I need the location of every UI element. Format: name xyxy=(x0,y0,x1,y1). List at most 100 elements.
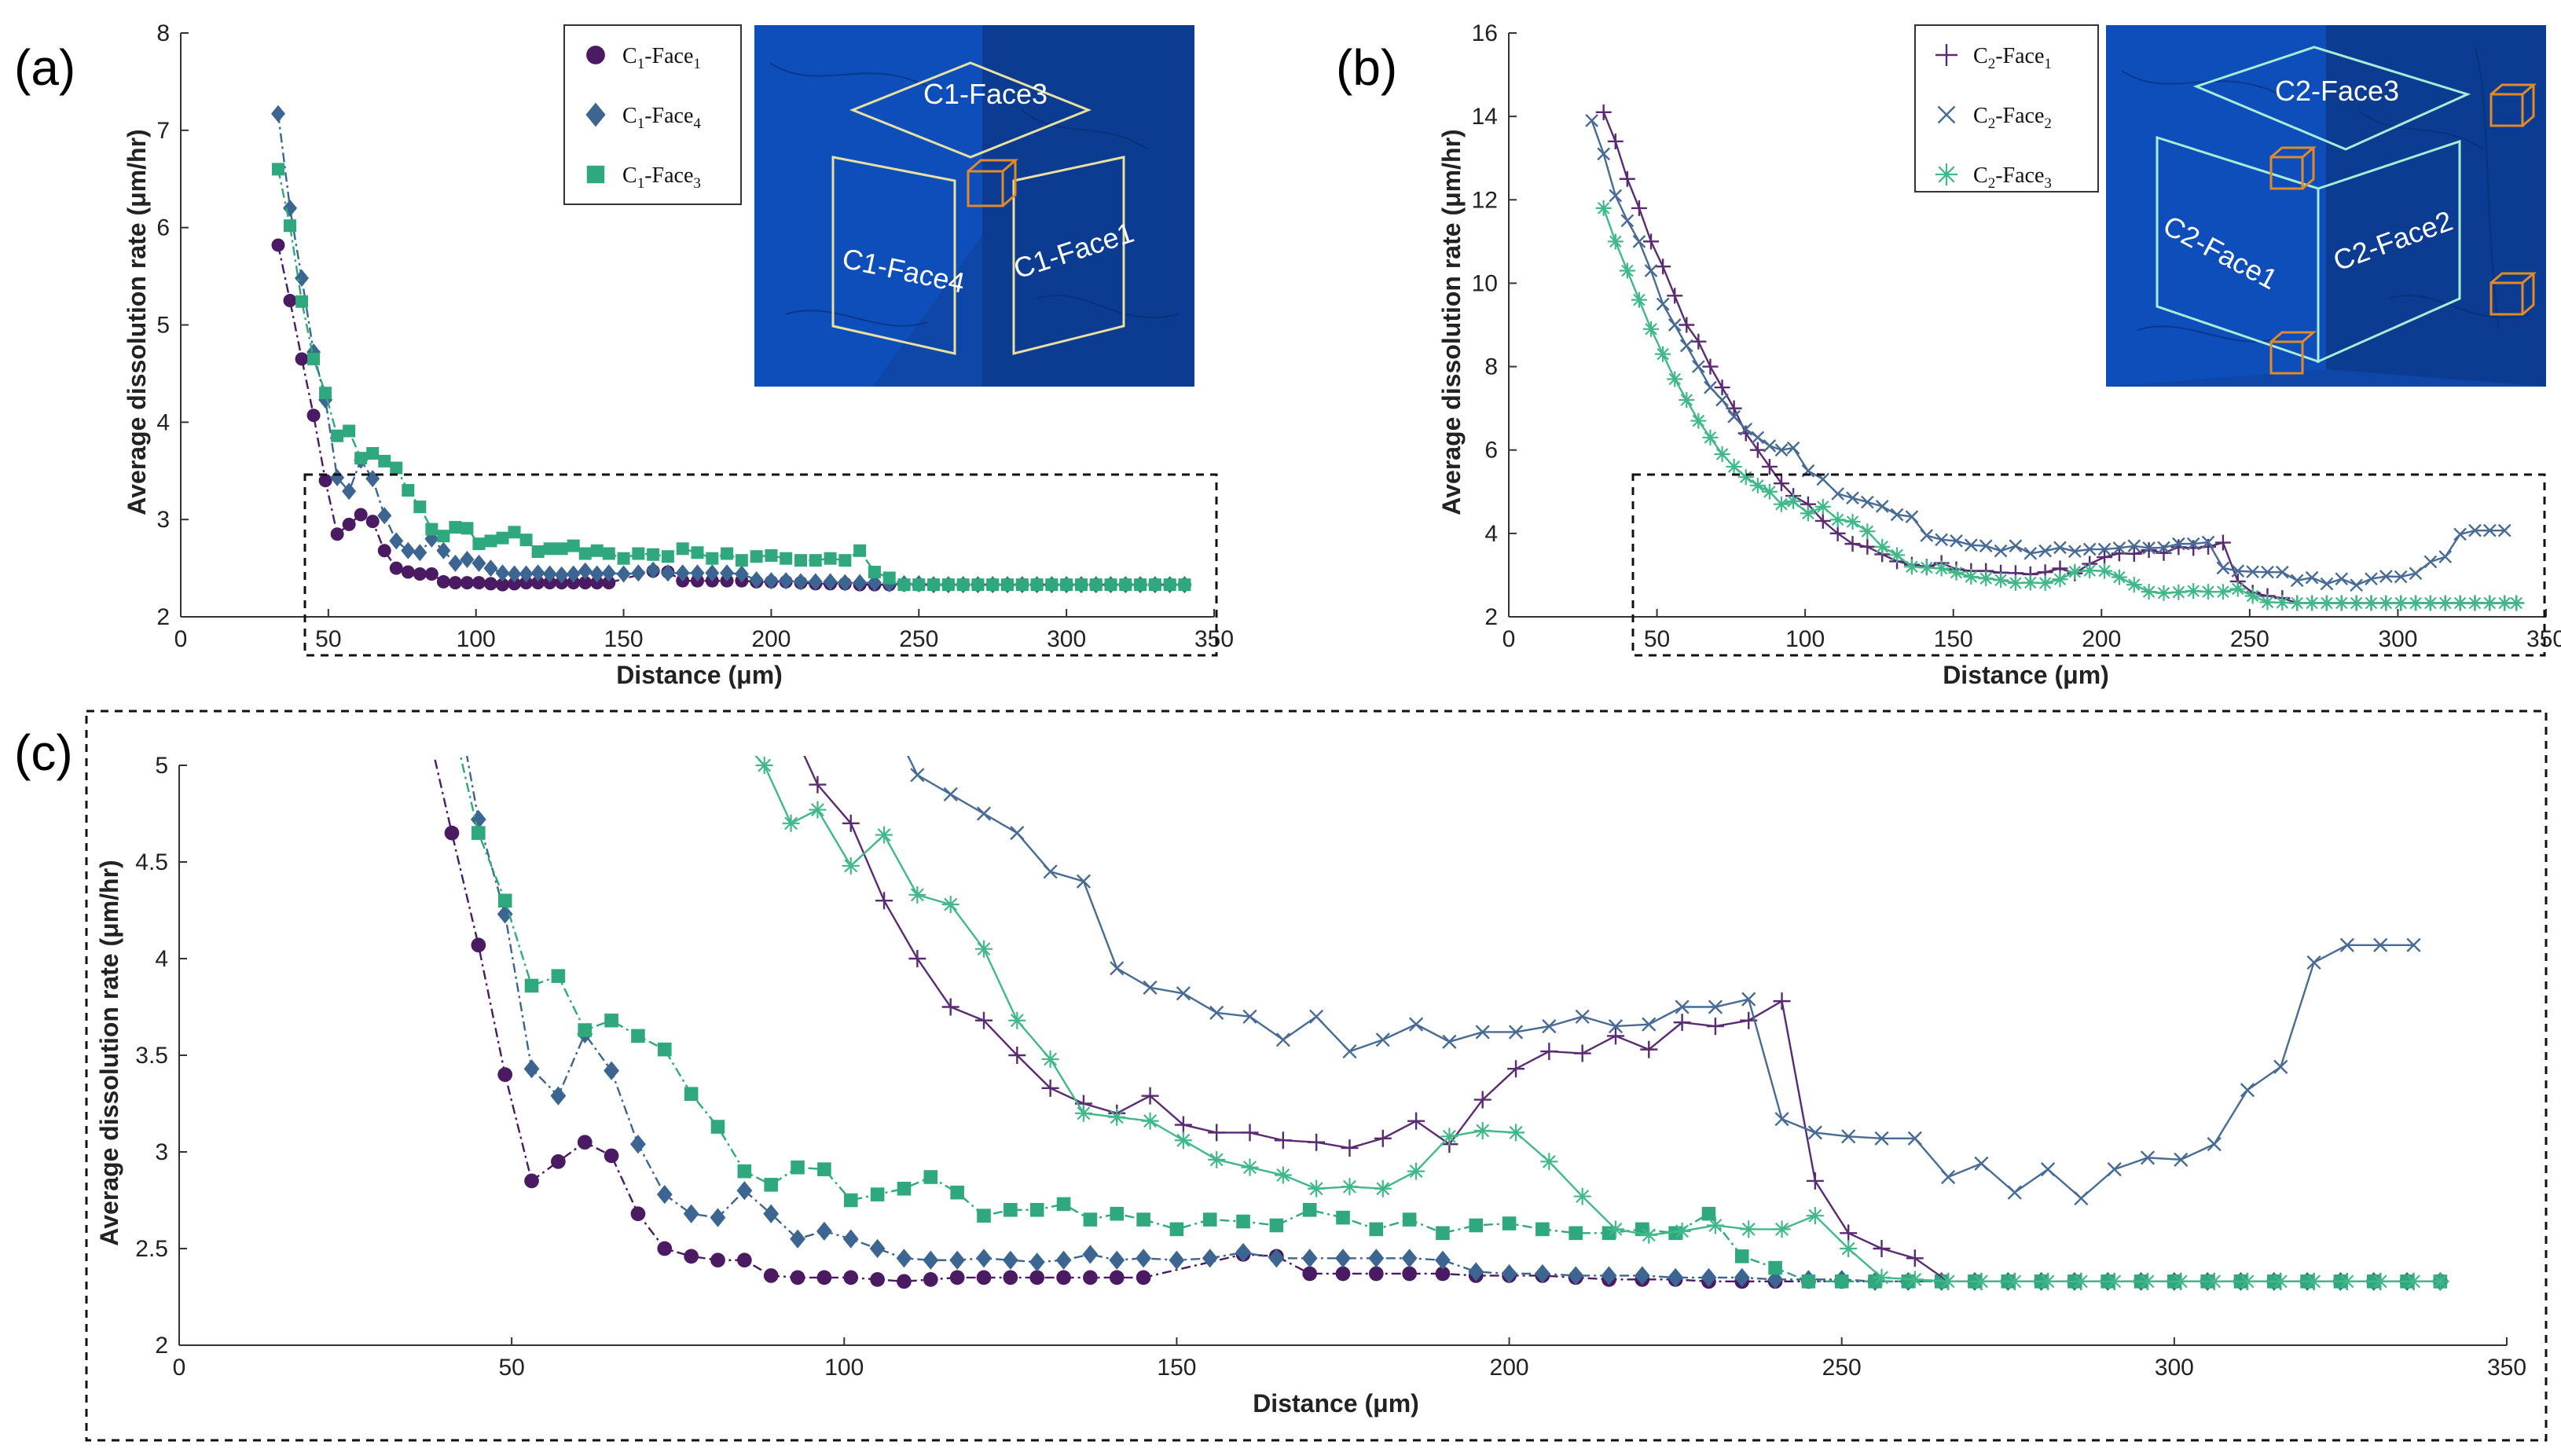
c-point-C1-Face3 xyxy=(1701,1206,1716,1221)
c-point-C2-Face2 xyxy=(1774,1112,1789,1127)
b-point-C2-Face1 xyxy=(1679,317,1695,333)
c-point-C2-Face2 xyxy=(2107,1162,2122,1177)
b-point-C2-Face2 xyxy=(2290,574,2304,588)
a-legend-label: C1-Face4 xyxy=(622,104,701,132)
c-ytick-label: 3.5 xyxy=(135,1043,168,1069)
b-ytick-label: 16 xyxy=(1472,20,1498,46)
c-point-C2-Face3 xyxy=(1108,1108,1126,1126)
c-point-C1-Face1 xyxy=(736,1252,752,1268)
c-point-C2-Face3 xyxy=(755,757,773,774)
c-point-C1-Face3 xyxy=(791,1160,805,1175)
a-point-C1-Face3 xyxy=(590,544,604,557)
c-point-C2-Face3 xyxy=(1141,1112,1159,1130)
b-point-C2-Face2 xyxy=(2305,570,2319,585)
c-point-C2-Face1 xyxy=(809,776,827,794)
b-point-C2-Face3 xyxy=(2422,595,2438,611)
c-point-C1-Face4 xyxy=(656,1185,673,1205)
c-ytick-label: 4 xyxy=(155,946,168,972)
c-point-C1-Face3 xyxy=(1768,1260,1782,1275)
b-legend-label: C2-Face1 xyxy=(1973,44,2052,72)
c-point-C2-Face3 xyxy=(1740,1220,1758,1238)
c-point-C2-Face1 xyxy=(1773,992,1791,1010)
c-point-C1-Face1 xyxy=(1368,1266,1384,1282)
a-point-C1-Face4 xyxy=(530,564,545,582)
c-point-C2-Face2 xyxy=(1375,1032,1390,1047)
a-point-C1-Face3 xyxy=(1089,578,1103,592)
b-point-C2-Face3 xyxy=(1749,477,1766,493)
c-point-C1-Face1 xyxy=(949,1270,965,1285)
b-point-C2-Face3 xyxy=(2214,584,2231,600)
a-point-C1-Face1 xyxy=(519,576,534,590)
a-point-C1-Face3 xyxy=(971,578,985,592)
c-point-C2-Face2 xyxy=(1575,1009,1590,1024)
b-point-C2-Face3 xyxy=(1690,413,1707,429)
a-point-C1-Face4 xyxy=(330,468,345,486)
c-point-C2-Face3 xyxy=(1308,1179,1326,1197)
a-point-C1-Face3 xyxy=(271,163,284,176)
b-point-C2-Face2 xyxy=(2142,541,2156,555)
c-point-C2-Face1 xyxy=(1473,1091,1491,1109)
c-xlabel: Distance (μm) xyxy=(1253,1389,1419,1417)
c-point-C1-Face3 xyxy=(1136,1212,1150,1227)
a-series-C1-Face3 xyxy=(271,163,1191,592)
c-point-C2-Face2 xyxy=(1143,980,1158,995)
b-legend-label: C2-Face3 xyxy=(1973,163,2052,192)
b-ytick-label: 14 xyxy=(1472,104,1498,130)
c-point-C1-Face4 xyxy=(1401,1249,1418,1268)
c-point-C2-Face1 xyxy=(1374,1129,1392,1147)
c-point-C2-Face3 xyxy=(2205,1272,2223,1290)
a-point-C1-Face3 xyxy=(676,542,689,556)
c-point-C2-Face1 xyxy=(908,950,926,967)
a-point-C1-Face3 xyxy=(927,578,941,592)
c-point-C2-Face3 xyxy=(2072,1272,2090,1290)
b-xtick-label: 300 xyxy=(2378,626,2417,652)
b-point-C2-Face3 xyxy=(2304,595,2321,611)
a-point-C1-Face4 xyxy=(675,564,690,582)
a-point-C1-Face3 xyxy=(661,550,674,563)
c-point-C2-Face1 xyxy=(1507,1060,1525,1078)
c-point-C1-Face4 xyxy=(710,1208,726,1227)
b-point-C2-Face3 xyxy=(2274,594,2291,611)
c-point-C2-Face2 xyxy=(1475,1025,1490,1040)
b-point-C2-Face3 xyxy=(2200,584,2217,600)
c-point-C1-Face3 xyxy=(1083,1212,1098,1227)
inset-a-face-right xyxy=(1012,156,1125,355)
c-point-C1-Face1 xyxy=(976,1270,992,1285)
a-point-C1-Face3 xyxy=(1001,578,1014,592)
b-legend-marker xyxy=(1935,163,1957,185)
c-point-C1-Face1 xyxy=(684,1249,699,1264)
c-point-C1-Face4 xyxy=(1435,1250,1451,1270)
a-point-C1-Face3 xyxy=(484,534,497,548)
b-point-C2-Face1 xyxy=(2097,549,2113,566)
c-point-C1-Face1 xyxy=(1029,1270,1045,1285)
zoom-box-b xyxy=(1631,473,2546,657)
c-series-C2-Face2 xyxy=(907,756,2421,1206)
a-point-C1-Face4 xyxy=(734,565,749,583)
b-point-C2-Face3 xyxy=(1963,569,1979,585)
b-point-C2-Face3 xyxy=(1702,429,1719,446)
c-xtick-label: 50 xyxy=(498,1355,524,1381)
b-point-C2-Face3 xyxy=(1619,262,1635,279)
b-point-C2-Face2 xyxy=(1979,539,1993,553)
c-point-C2-Face2 xyxy=(2207,1137,2222,1152)
c-xtick-label: 100 xyxy=(824,1355,864,1381)
c-point-C1-Face3 xyxy=(1369,1222,1384,1237)
a-point-C1-Face3 xyxy=(706,552,719,565)
c-point-C2-Face1 xyxy=(875,892,893,910)
a-point-C1-Face1 xyxy=(484,577,497,591)
inset-b-cube-icon xyxy=(2269,83,2537,375)
a-point-C1-Face3 xyxy=(295,295,309,308)
b-point-C2-Face1 xyxy=(1667,288,1683,304)
c-point-C2-Face2 xyxy=(1076,874,1092,889)
b-point-C2-Face2 xyxy=(1727,409,1741,424)
a-point-C1-Face4 xyxy=(566,565,581,583)
c-point-C2-Face3 xyxy=(2039,1272,2057,1290)
b-point-C2-Face1 xyxy=(2126,545,2142,562)
b-point-C2-Face2 xyxy=(1950,534,1963,548)
a-point-C1-Face3 xyxy=(343,424,356,438)
a-point-C1-Face3 xyxy=(824,552,837,565)
c-point-C1-Face1 xyxy=(497,1067,513,1082)
c-point-C2-Face2 xyxy=(1176,986,1191,1001)
b-point-C2-Face2 xyxy=(2023,546,2038,560)
b-point-C2-Face3 xyxy=(2408,595,2424,611)
